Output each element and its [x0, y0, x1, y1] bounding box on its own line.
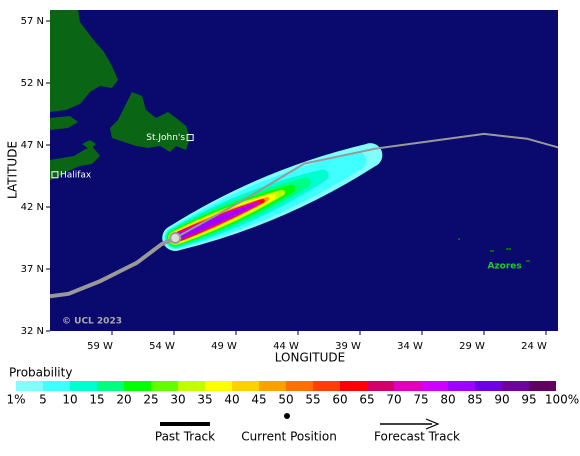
- probability-swath: [162, 143, 383, 251]
- colorbar-swatch: [205, 381, 232, 391]
- forecast-track: [174, 132, 558, 239]
- colorbar-label: 25: [143, 393, 158, 407]
- colorbar-label: 80: [440, 393, 455, 407]
- azores-island: [490, 250, 494, 252]
- colorbar-label: 75: [413, 393, 428, 407]
- colorbar-label: 90: [494, 393, 509, 407]
- colorbar-label: 45: [251, 393, 266, 407]
- place-label: Azores: [487, 262, 521, 272]
- y-axis-label: LATITUDE: [6, 141, 20, 199]
- map-area: [50, 10, 558, 299]
- colorbar-label: 70: [386, 393, 401, 407]
- x-tick-label: 54 W: [149, 341, 175, 352]
- colorbar-label: 95: [521, 393, 536, 407]
- colorbar-label: 35: [197, 393, 212, 407]
- forecast-arrow: [425, 418, 440, 430]
- x-tick-label: 49 W: [211, 341, 237, 352]
- y-tick-label: 32 N: [21, 326, 44, 337]
- azores-island: [506, 248, 511, 250]
- colorbar-swatch: [475, 381, 502, 391]
- colorbar-swatch: [178, 381, 205, 391]
- y-tick-label: 47 N: [21, 140, 44, 151]
- colorbar-swatch: [70, 381, 97, 391]
- legend-current: Current Position: [241, 430, 337, 444]
- colorbar-label: 10: [62, 393, 77, 407]
- copyright: © UCL 2023: [62, 317, 122, 327]
- colorbar-label: 15: [89, 393, 104, 407]
- colorbar-swatch: [43, 381, 70, 391]
- x-tick-label: 39 W: [335, 341, 361, 352]
- azores-island: [458, 238, 460, 240]
- nova-scotia: [50, 146, 100, 180]
- place-marker: [186, 134, 194, 142]
- colorbar-swatch: [421, 381, 448, 391]
- legend-forecast: Forecast Track: [374, 430, 460, 444]
- colorbar-label: 85: [467, 393, 482, 407]
- x-tick-label: 34 W: [397, 341, 423, 352]
- place-label: Halifax: [60, 170, 92, 180]
- colorbar-swatch: [259, 381, 286, 391]
- current-position-key: [284, 413, 290, 419]
- colorbar-swatch: [151, 381, 178, 391]
- current-position: [169, 232, 182, 244]
- place-label: St.John's: [146, 133, 185, 143]
- colorbar-swatch: [124, 381, 151, 391]
- x-tick-label: 44 W: [273, 341, 299, 352]
- cape-breton: [82, 140, 96, 150]
- colorbar-label: 65: [359, 393, 374, 407]
- place-marker: [51, 171, 59, 179]
- colorbar-swatch: [367, 381, 394, 391]
- colorbar-swatch: [16, 381, 43, 391]
- x-tick-label: 24 W: [521, 341, 547, 352]
- colorbar-swatch: [502, 381, 529, 391]
- labrador: [50, 10, 118, 112]
- colorbar-label: 60: [332, 393, 347, 407]
- y-tick-label: 37 N: [21, 264, 44, 275]
- colorbar-label: 40: [224, 393, 239, 407]
- past-track: [50, 236, 177, 299]
- colorbar-swatch: [97, 381, 124, 391]
- x-axis-label: LONGITUDE: [275, 351, 345, 365]
- colorbar-label: 30: [170, 393, 185, 407]
- colorbar-swatch: [340, 381, 367, 391]
- colorbar-swatch: [529, 381, 556, 391]
- colorbar-label: 100%: [545, 393, 579, 407]
- colorbar-label: 5: [39, 393, 47, 407]
- gulf-shore: [50, 116, 78, 130]
- y-tick-label: 52 N: [21, 78, 44, 89]
- colorbar-swatch: [232, 381, 259, 391]
- colorbar-swatch: [394, 381, 421, 391]
- swath-band: [172, 204, 254, 241]
- colorbar-title: Probability: [9, 366, 72, 380]
- x-tick-label: 59 W: [87, 341, 113, 352]
- colorbar-label: 1%: [6, 393, 25, 407]
- colorbar-swatch: [313, 381, 340, 391]
- colorbar-swatch: [286, 381, 313, 391]
- y-tick-label: 57 N: [21, 16, 44, 27]
- x-tick-label: 29 W: [459, 341, 485, 352]
- newfoundland: [110, 92, 190, 152]
- legend-past: Past Track: [155, 430, 215, 444]
- azores-island: [526, 260, 530, 262]
- colorbar-label: 20: [116, 393, 131, 407]
- colorbar-label: 50: [278, 393, 293, 407]
- colorbar-label: 55: [305, 393, 320, 407]
- y-tick-label: 42 N: [21, 202, 44, 213]
- colorbar-swatch: [448, 381, 475, 391]
